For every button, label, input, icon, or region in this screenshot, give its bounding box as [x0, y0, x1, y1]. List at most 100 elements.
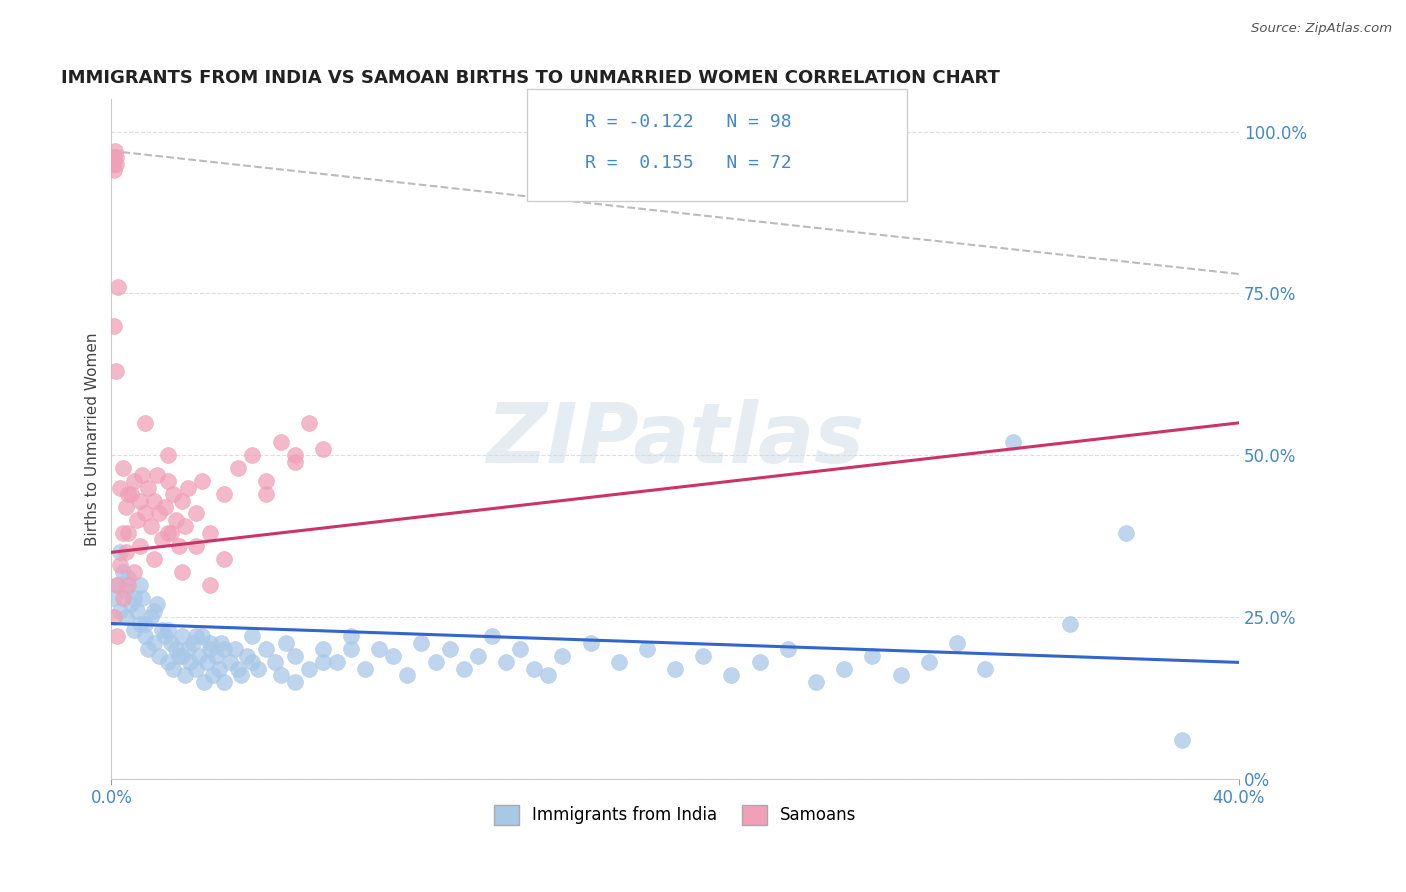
Point — [104, 151, 127, 165]
Point — [134, 630, 156, 644]
Point — [212, 642, 235, 657]
Point — [117, 578, 139, 592]
Point — [162, 662, 184, 676]
Point — [170, 630, 193, 644]
Point — [156, 525, 179, 540]
Point — [946, 636, 969, 650]
Point — [122, 474, 145, 488]
Point — [120, 487, 142, 501]
Text: R = -0.122   N = 98: R = -0.122 N = 98 — [585, 113, 792, 131]
Point — [918, 656, 941, 670]
Point — [153, 500, 176, 514]
Point — [162, 487, 184, 501]
Point — [156, 623, 179, 637]
Point — [184, 507, 207, 521]
Point — [105, 630, 128, 644]
Point — [108, 545, 131, 559]
Point — [159, 525, 181, 540]
Point — [173, 519, 195, 533]
Point — [167, 648, 190, 663]
Point — [240, 448, 263, 462]
Point — [156, 474, 179, 488]
Point — [128, 616, 150, 631]
Point — [396, 668, 419, 682]
Point — [312, 656, 335, 670]
Point — [117, 525, 139, 540]
Point — [131, 591, 153, 605]
Point — [276, 636, 298, 650]
Point — [104, 144, 127, 158]
Point — [326, 656, 349, 670]
Point — [804, 674, 827, 689]
Point — [312, 442, 335, 456]
Point — [142, 493, 165, 508]
Point — [636, 642, 658, 657]
Point — [509, 642, 531, 657]
Point — [298, 416, 321, 430]
Point — [284, 455, 307, 469]
Point — [134, 616, 156, 631]
Y-axis label: Births to Unmarried Women: Births to Unmarried Women — [86, 333, 100, 546]
Point — [187, 648, 209, 663]
Text: Source: ZipAtlas.com: Source: ZipAtlas.com — [1251, 22, 1392, 36]
Point — [1002, 435, 1025, 450]
Point — [111, 525, 134, 540]
Point — [382, 648, 405, 663]
Point — [104, 364, 127, 378]
Point — [125, 513, 148, 527]
Point — [776, 642, 799, 657]
Point — [153, 630, 176, 644]
Point — [108, 481, 131, 495]
Point — [212, 551, 235, 566]
Point — [184, 630, 207, 644]
Point — [195, 656, 218, 670]
Point — [209, 636, 232, 650]
Point — [254, 487, 277, 501]
Point — [340, 630, 363, 644]
Point — [1171, 733, 1194, 747]
Point — [173, 668, 195, 682]
Point — [111, 565, 134, 579]
Point — [254, 642, 277, 657]
Legend: Immigrants from India, Samoans: Immigrants from India, Samoans — [486, 798, 863, 831]
Point — [148, 648, 170, 663]
Point — [125, 604, 148, 618]
Point — [103, 151, 125, 165]
Point — [198, 525, 221, 540]
Point — [204, 648, 226, 663]
Point — [229, 668, 252, 682]
Point — [117, 571, 139, 585]
Point — [134, 507, 156, 521]
Text: ZIPatlas: ZIPatlas — [486, 399, 865, 480]
Point — [720, 668, 742, 682]
Point — [167, 539, 190, 553]
Point — [150, 623, 173, 637]
Point — [165, 642, 187, 657]
Point — [176, 642, 198, 657]
Point — [226, 461, 249, 475]
Point — [439, 642, 461, 657]
Point — [103, 318, 125, 333]
Point — [284, 674, 307, 689]
Point — [134, 416, 156, 430]
Point — [145, 467, 167, 482]
Point — [523, 662, 546, 676]
Point — [184, 662, 207, 676]
Point — [122, 623, 145, 637]
Point — [240, 656, 263, 670]
Point — [748, 656, 770, 670]
Point — [270, 668, 292, 682]
Point — [136, 481, 159, 495]
Point — [368, 642, 391, 657]
Point — [111, 591, 134, 605]
Point — [105, 157, 128, 171]
Point — [198, 642, 221, 657]
Point — [495, 656, 517, 670]
Point — [103, 591, 125, 605]
Point — [692, 648, 714, 663]
Point — [607, 656, 630, 670]
Point — [453, 662, 475, 676]
Point — [264, 656, 287, 670]
Point — [190, 630, 212, 644]
Point — [156, 656, 179, 670]
